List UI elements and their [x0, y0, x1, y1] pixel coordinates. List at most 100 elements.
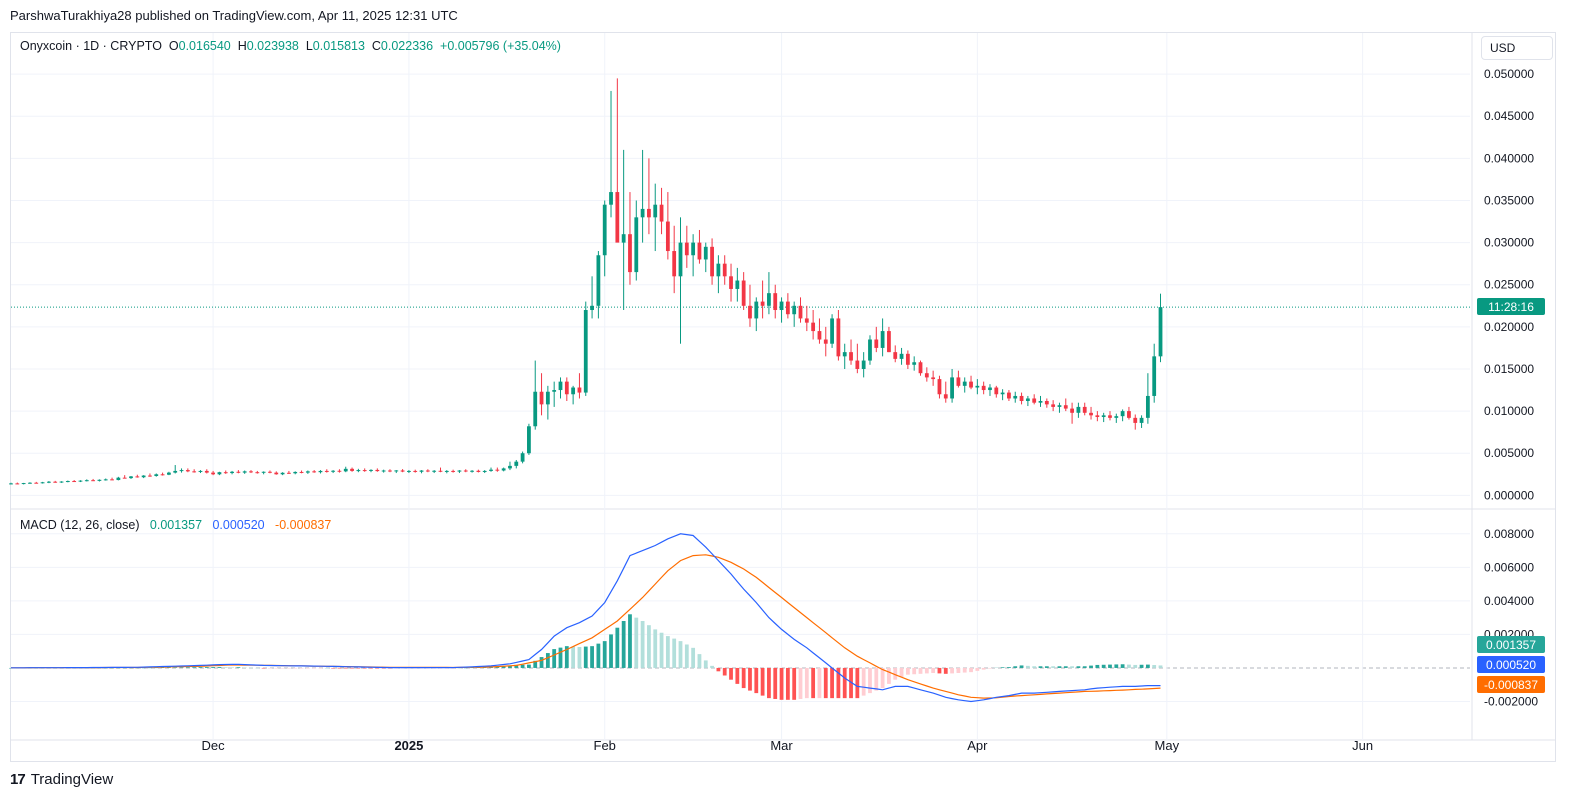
macd-hist-bar: [647, 625, 651, 668]
macd-hist-bar: [287, 667, 291, 669]
macd-hist-bar: [918, 667, 923, 674]
candle-body: [185, 470, 190, 472]
macd-hist-bar: [249, 667, 253, 669]
candle-body: [211, 472, 216, 475]
macd-hist-bar: [1051, 666, 1056, 668]
tradingview-footer[interactable]: 17 TradingView: [10, 771, 113, 788]
macd-hist-bar: [1082, 666, 1087, 668]
macd-hist-bar: [1108, 664, 1112, 668]
candle-body: [596, 255, 601, 306]
candle-body: [236, 471, 241, 473]
candle-body: [956, 377, 961, 386]
macd-hist-bar: [823, 667, 828, 699]
macd-hist-bar: [609, 634, 613, 668]
candle-body: [710, 246, 714, 277]
macd-hist-bar: [1032, 666, 1037, 668]
candle-body: [621, 234, 626, 243]
candle-body: [1127, 411, 1131, 418]
macd-hist-bar: [318, 667, 323, 669]
macd-hist-bar: [148, 667, 152, 669]
macd-hist-bar: [735, 667, 740, 684]
candle-body: [899, 353, 904, 359]
candle-body: [84, 480, 89, 482]
macd-hist-bar: [508, 665, 512, 668]
macd-hist-bar: [1057, 666, 1062, 668]
macd-hist-bar: [185, 667, 190, 668]
macd-hist-bar: [425, 667, 430, 669]
candle-body: [1076, 406, 1081, 413]
candle-body: [217, 472, 222, 475]
candle-body: [609, 192, 613, 205]
macd-hist-bar: [1145, 664, 1150, 668]
candle-body: [722, 263, 727, 277]
macd-hist-bar: [1000, 667, 1005, 668]
macd-hist-bar: [457, 667, 462, 669]
macd-hist-bar: [1063, 666, 1068, 668]
candle-body: [874, 339, 879, 348]
macd-hist-bar: [1127, 664, 1131, 668]
macd-hist-bar: [1044, 666, 1049, 668]
macd-hist-bar: [160, 667, 165, 669]
candle-body: [129, 476, 133, 479]
candle-body: [653, 204, 658, 218]
candle-body: [72, 481, 77, 483]
candle-body: [691, 242, 696, 256]
macd-hist-bar: [533, 660, 538, 668]
candle-body: [21, 483, 26, 485]
macd-hist-bar: [710, 665, 714, 668]
candle-body: [830, 318, 834, 344]
macd-hist-bar: [943, 667, 948, 674]
candle-body: [1007, 392, 1011, 399]
candle-body: [148, 475, 152, 477]
macd-hist-bar: [628, 614, 632, 668]
macd-hist-bar: [703, 660, 708, 668]
candle-body: [849, 352, 853, 361]
axis-labels: 0.050000 0.045000 0.040000 0.035000 0.030000…: [202, 67, 1539, 753]
macd-hist-bar: [899, 667, 904, 678]
candle-body: [520, 453, 525, 462]
macd-hist-bar: [760, 667, 765, 696]
macd-hist-bar: [779, 667, 784, 700]
macd-hist-bar: [381, 667, 386, 669]
macd-legend: MACD (12, 26, close) 0.001357 0.000520 -…: [20, 518, 331, 532]
candle-body: [242, 471, 247, 473]
candles: [9, 78, 1163, 485]
candle-body: [760, 301, 765, 306]
macd-hist-bar: [1139, 664, 1144, 668]
macd-hist-bar: [722, 667, 727, 676]
candle-body: [981, 385, 986, 391]
open-value: 0.016540: [178, 39, 231, 53]
candle-body: [975, 385, 980, 388]
currency-button[interactable]: USD: [1481, 36, 1553, 60]
candle-body: [1019, 395, 1024, 402]
candle-body: [476, 470, 481, 472]
price-tick-label: 0.030000: [1484, 236, 1534, 250]
candle-body: [855, 360, 860, 369]
candle-body: [887, 331, 891, 353]
macd-hist-bar: [1089, 665, 1093, 668]
macd-hist-bar: [969, 667, 973, 673]
low-value: 0.015813: [312, 39, 365, 53]
price-tick-label: 0.005000: [1484, 446, 1534, 460]
macd-hist-bar: [571, 646, 576, 668]
macd-hist-bar: [1038, 666, 1043, 668]
macd-hist-bar: [621, 621, 626, 668]
candle-body: [419, 470, 424, 472]
candle-body: [116, 477, 121, 481]
macd-hist-bar: [615, 627, 620, 668]
macd-label[interactable]: MACD (12, 26, close): [20, 518, 140, 532]
macd-hist-bar: [1152, 665, 1157, 668]
candle-body: [1044, 401, 1049, 405]
candle-body: [299, 471, 304, 473]
macd-line-tag: 0.000520: [1477, 656, 1545, 674]
candle-body: [672, 251, 677, 277]
symbol-name[interactable]: Onyxcoin · 1D · CRYPTO: [20, 39, 162, 53]
macd-hist-bar: [880, 667, 885, 689]
publisher-line: ParshwaTurakhiya28 published on TradingV…: [10, 8, 458, 23]
candle-body: [204, 470, 209, 473]
macd-hist-bar: [356, 667, 361, 669]
candle-body: [773, 293, 778, 311]
price-tick-label: 0.025000: [1484, 278, 1534, 292]
candle-body: [634, 217, 639, 273]
